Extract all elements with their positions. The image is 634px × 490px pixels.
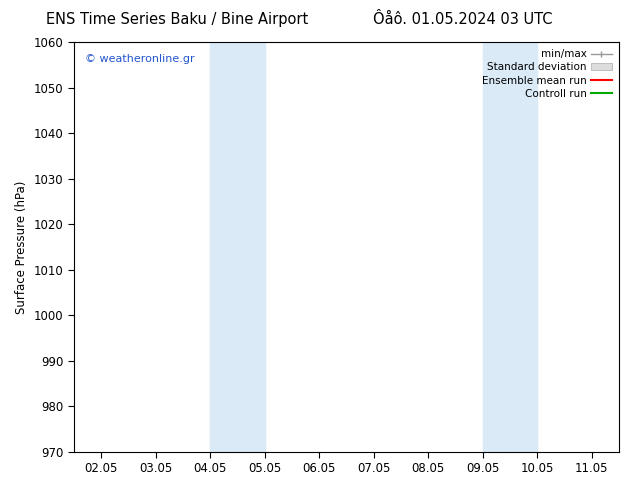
Text: Ôåô. 01.05.2024 03 UTC: Ôåô. 01.05.2024 03 UTC bbox=[373, 12, 553, 27]
Bar bbox=[210, 42, 264, 452]
Y-axis label: Surface Pressure (hPa): Surface Pressure (hPa) bbox=[15, 180, 28, 314]
Bar bbox=[482, 42, 537, 452]
Legend: min/max, Standard deviation, Ensemble mean run, Controll run: min/max, Standard deviation, Ensemble me… bbox=[480, 47, 614, 101]
Text: © weatheronline.gr: © weatheronline.gr bbox=[84, 54, 194, 64]
Text: ENS Time Series Baku / Bine Airport: ENS Time Series Baku / Bine Airport bbox=[46, 12, 309, 27]
